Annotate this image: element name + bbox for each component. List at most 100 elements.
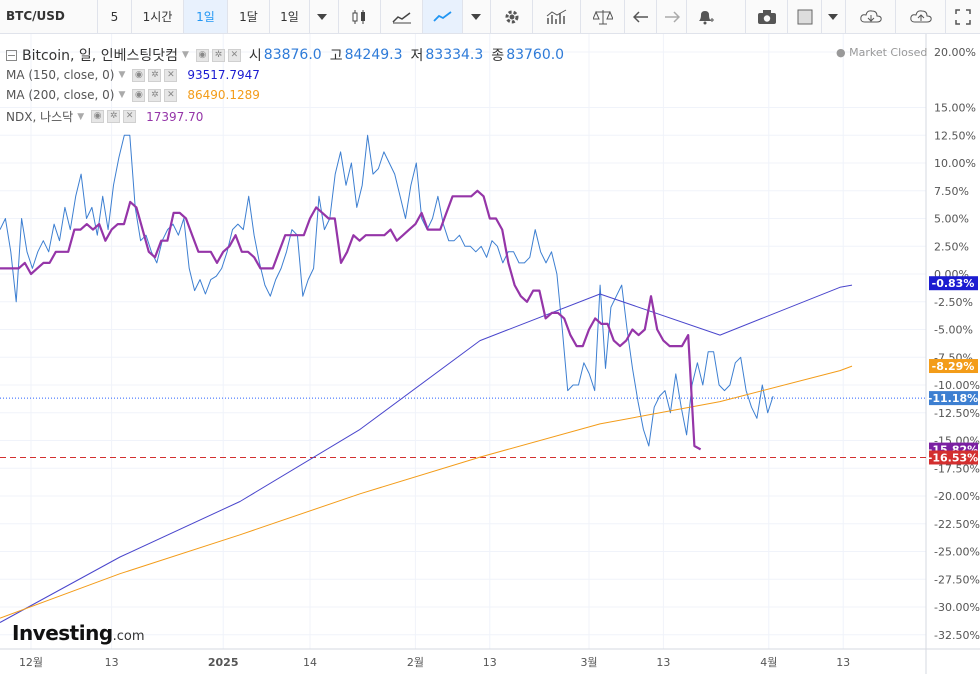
y-tick-label: 2.50%	[934, 240, 969, 253]
chevron-down-icon[interactable]: ▼	[118, 90, 126, 100]
series-line-bitcoin	[0, 134, 774, 447]
chevron-down-icon	[827, 13, 838, 20]
ma200-label: MA (200, close, 0)	[6, 88, 115, 102]
chevron-down-icon[interactable]: ▼	[77, 111, 85, 122]
alert-button[interactable]	[686, 0, 722, 33]
chevron-down-icon[interactable]: ▼	[118, 70, 126, 80]
close-icon[interactable]: ✕	[123, 110, 137, 123]
indicators-button[interactable]	[532, 0, 580, 33]
main-legend: Bitcoin, 일, 인베스팅닷컴 ▼ ◉ ✲ ✕ 시 83876.0 고 842…	[6, 45, 564, 65]
eye-icon[interactable]: ◉	[195, 48, 209, 62]
investing-logo: Investing.com	[12, 621, 145, 645]
interval-5[interactable]: 5	[97, 0, 131, 33]
load-chart-button[interactable]	[845, 0, 895, 33]
candlestick-button[interactable]	[338, 0, 380, 33]
close-icon[interactable]: ✕	[227, 48, 241, 62]
collapse-icon[interactable]	[6, 49, 17, 61]
line-chart-button[interactable]	[380, 0, 422, 33]
price-label-box	[929, 276, 978, 291]
close-icon[interactable]: ✕	[164, 68, 178, 82]
color-box-button[interactable]	[787, 0, 821, 33]
color-dropdown[interactable]	[821, 0, 843, 33]
price-label-text: -8.29%	[932, 360, 975, 373]
ma150-label: MA (150, close, 0)	[6, 68, 115, 82]
cloud-download-icon	[859, 9, 882, 22]
alert-icon	[698, 10, 714, 24]
open-label: 시	[248, 48, 262, 64]
redo-button[interactable]	[656, 0, 686, 33]
chart-type-dropdown[interactable]	[462, 0, 488, 33]
chart-area[interactable]: 20.00%15.00%12.50%10.00%7.50%5.00%2.50%0…	[0, 34, 980, 674]
y-tick-label: -30.00%	[934, 601, 980, 614]
eye-icon[interactable]: ◉	[132, 68, 146, 82]
x-tick-label: 13	[656, 656, 670, 669]
interval-dropdown[interactable]	[309, 0, 334, 33]
ma150-legend: MA (150, close, 0) ▼ ◉ ✲ ✕ 93517.7947	[6, 68, 260, 82]
undo-icon	[632, 10, 648, 23]
y-tick-label: -27.50%	[934, 573, 980, 586]
gear-icon[interactable]: ✲	[148, 88, 162, 102]
gear-icon	[505, 10, 518, 23]
y-tick-label: 7.50%	[934, 185, 969, 198]
interval-1m[interactable]: 1달	[227, 0, 269, 33]
price-label-text: -16.53%	[928, 451, 978, 464]
y-tick-label: 15.00%	[934, 102, 976, 115]
fullscreen-button[interactable]	[945, 0, 980, 33]
eye-icon[interactable]: ◉	[132, 88, 146, 102]
camera-icon	[757, 9, 776, 24]
ma150-value: 93517.7947	[187, 68, 260, 82]
gear-icon[interactable]: ✲	[148, 68, 162, 82]
redo-icon	[664, 10, 680, 23]
x-tick-label: 13	[105, 656, 119, 669]
area-chart-button[interactable]	[422, 0, 462, 33]
interval-1h[interactable]: 1시간	[131, 0, 183, 33]
eye-icon[interactable]: ◉	[91, 110, 105, 123]
market-status-text: Market Closed	[849, 46, 928, 59]
gear-icon[interactable]: ✲	[107, 110, 121, 123]
close-label: 종	[491, 48, 505, 64]
close-value: 83760.0	[506, 47, 565, 63]
series-line-ndx	[0, 189, 702, 451]
x-tick-label: 12월	[19, 656, 43, 669]
compare-button[interactable]	[580, 0, 624, 33]
market-status: ● Market Closed	[836, 46, 928, 59]
x-tick-label: 2월	[407, 656, 424, 669]
snapshot-button[interactable]	[745, 0, 787, 33]
y-tick-label: 10.00%	[934, 157, 976, 170]
x-tick-label: 13	[836, 656, 850, 669]
legend-title: Bitcoin, 일, 인베스팅닷컴	[22, 48, 178, 64]
gear-icon[interactable]: ✲	[211, 48, 225, 62]
series-line-ma	[0, 365, 853, 619]
interval-1d-alt[interactable]: 1일	[269, 0, 309, 33]
toolbar: BTC/USD 5 1시간 1일 1달 1일	[0, 0, 980, 34]
y-tick-label: 20.00%	[934, 46, 976, 59]
ndx-label: NDX, 나스닥	[6, 110, 74, 124]
area-chart-icon	[432, 10, 452, 22]
settings-button[interactable]	[490, 0, 532, 33]
close-icon[interactable]: ✕	[164, 88, 178, 102]
low-value: 83334.3	[425, 47, 484, 63]
y-tick-label: -5.00%	[934, 324, 973, 337]
y-tick-label: -22.50%	[934, 518, 980, 531]
y-tick-label: -25.00%	[934, 546, 980, 559]
candlestick-icon	[352, 9, 365, 24]
x-tick-label: 4월	[760, 656, 777, 669]
ndx-legend: NDX, 나스닥 ▼ ◉ ✲ ✕ 17397.70	[6, 108, 203, 125]
y-tick-label: -12.50%	[934, 407, 980, 420]
undo-button[interactable]	[624, 0, 656, 33]
scale-icon	[592, 9, 613, 24]
save-chart-button[interactable]	[895, 0, 945, 33]
symbol-selector[interactable]: BTC/USD	[6, 9, 65, 23]
x-tick-label: 13	[483, 656, 497, 669]
open-value: 83876.0	[263, 47, 322, 63]
line-chart-icon	[391, 11, 411, 23]
price-label-box	[929, 359, 978, 374]
logo-suffix: .com	[112, 629, 145, 644]
chevron-down-icon[interactable]: ▼	[181, 50, 189, 60]
interval-1d[interactable]: 1일	[183, 0, 227, 33]
high-value: 84249.3	[344, 47, 403, 63]
y-tick-label: -2.50%	[934, 296, 973, 309]
color-box-icon	[797, 9, 812, 24]
x-tick-label: 3월	[580, 656, 597, 669]
series-line-ma	[0, 284, 853, 623]
